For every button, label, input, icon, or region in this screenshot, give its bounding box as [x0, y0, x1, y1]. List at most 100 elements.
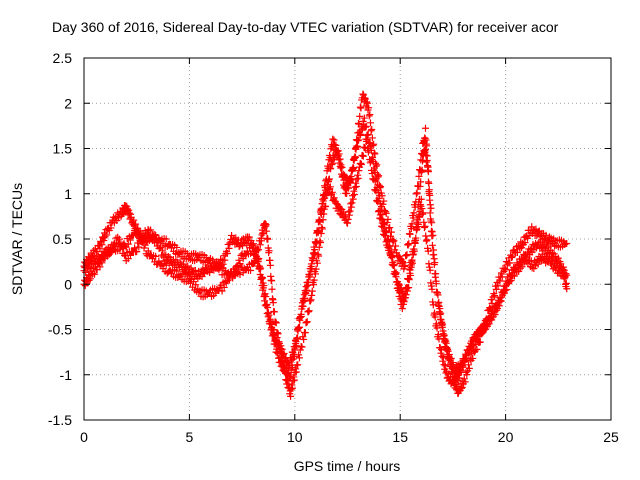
x-tick-label: 15 [392, 429, 408, 445]
data-point [441, 335, 449, 343]
data-point [123, 205, 131, 213]
data-point [442, 339, 450, 347]
data-point [309, 255, 317, 263]
data-point [521, 239, 529, 247]
data-point [424, 168, 432, 176]
data-point [303, 318, 311, 326]
data-point [375, 207, 383, 215]
data-point [563, 285, 571, 293]
data-point [426, 263, 434, 271]
data-point [356, 103, 364, 111]
data-point [292, 365, 300, 373]
data-point [548, 249, 556, 257]
data-point [463, 371, 471, 379]
x-axis-label: GPS time / hours [294, 458, 401, 474]
data-point [432, 277, 440, 285]
data-point [469, 354, 477, 362]
data-point [286, 371, 294, 379]
data-point [416, 182, 424, 190]
data-point [445, 350, 453, 358]
data-point [133, 230, 141, 238]
data-point [280, 349, 288, 357]
data-point [478, 330, 486, 338]
data-point [438, 352, 446, 360]
data-point [307, 296, 315, 304]
data-point [458, 363, 466, 371]
data-point [259, 229, 267, 237]
data-point [392, 242, 400, 250]
data-point [290, 351, 298, 359]
data-point [436, 305, 444, 313]
data-point [415, 172, 423, 180]
data-point [460, 375, 468, 383]
data-point [316, 237, 324, 245]
data-point [408, 259, 416, 267]
data-point [339, 172, 347, 180]
data-point [427, 279, 435, 287]
data-point [306, 273, 314, 281]
data-point [370, 164, 378, 172]
data-point [239, 255, 247, 263]
data-point [462, 354, 470, 362]
data-point [253, 245, 261, 253]
data-point [376, 200, 384, 208]
data-point [145, 227, 153, 235]
data-point [374, 189, 382, 197]
data-point [352, 144, 360, 152]
data-point [409, 214, 417, 222]
data-point [347, 203, 355, 211]
data-point [328, 188, 336, 196]
data-point [346, 207, 354, 215]
data-point [380, 197, 388, 205]
data-point [403, 251, 411, 259]
data-point [356, 112, 364, 120]
data-point [268, 277, 276, 285]
data-point [362, 123, 370, 131]
data-point [365, 112, 373, 120]
data-point [366, 119, 374, 127]
data-point [428, 219, 436, 227]
data-point [400, 298, 408, 306]
data-point [422, 232, 430, 240]
data-point [272, 319, 280, 327]
data-point [438, 318, 446, 326]
data-point [328, 161, 336, 169]
data-point [500, 289, 508, 297]
data-point [288, 381, 296, 389]
data-point [303, 318, 311, 326]
data-point [265, 311, 273, 319]
data-point [124, 240, 132, 248]
chart-title: Day 360 of 2016, Sidereal Day-to-day VTE… [52, 19, 559, 35]
data-point [86, 275, 94, 283]
data-point [236, 260, 244, 268]
data-point [386, 224, 394, 232]
data-point [322, 175, 330, 183]
data-point [486, 314, 494, 322]
data-point [417, 156, 425, 164]
data-point [322, 177, 330, 185]
data-point [133, 248, 141, 256]
data-point [96, 263, 104, 271]
data-point [270, 308, 278, 316]
data-point [310, 250, 318, 258]
data-point [386, 242, 394, 250]
data-point [436, 344, 444, 352]
data-point [507, 277, 515, 285]
data-point [343, 190, 351, 198]
data-point [305, 308, 313, 316]
data-point [384, 235, 392, 243]
data-point [357, 130, 365, 138]
data-point [220, 283, 228, 291]
data-point [107, 224, 115, 232]
data-point [398, 305, 406, 313]
data-point [293, 335, 301, 343]
data-point [231, 268, 239, 276]
data-point [257, 264, 265, 272]
data-point [503, 286, 511, 294]
data-point [158, 246, 166, 254]
data-point [366, 139, 374, 147]
data-point [421, 134, 429, 142]
data-point [105, 247, 113, 255]
data-point [151, 231, 159, 239]
data-point [127, 210, 135, 218]
